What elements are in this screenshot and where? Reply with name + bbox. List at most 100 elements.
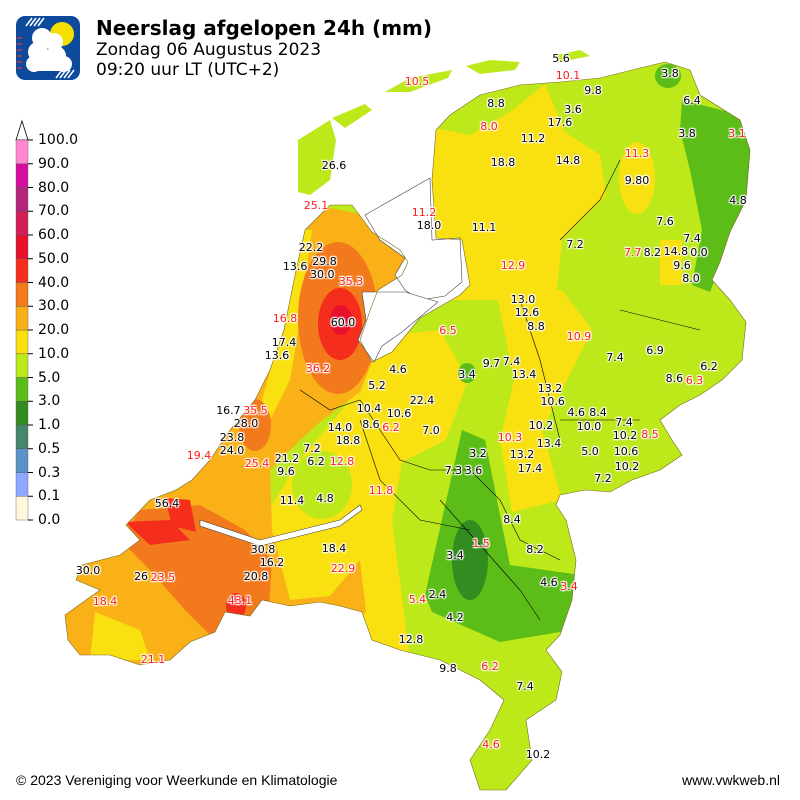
colorbar-tick-label: 40.0 [38,274,70,291]
station-value-label: 8.8 [487,96,505,110]
water-bodies [199,177,463,547]
province-borders [299,159,701,621]
station-value-label: 30.8 [250,542,276,556]
station-value-label: 6.5 [439,323,457,337]
station-value-label: 6.3 [685,373,704,387]
colorbar-tick-label: 100.0 [38,132,79,148]
station-value-label: 8.8 [527,319,545,333]
station-value-label: 7.6 [656,214,674,228]
station-value-label: 7.4 [502,355,521,369]
zone-40-50-delta [125,498,196,545]
colorbar-segment [15,329,29,354]
colorbar-tick-label: 30.0 [38,298,70,315]
station-value-label: 7.7 [624,245,642,259]
vwk-logo [16,16,80,80]
station-value-label: 4.6 [567,406,586,420]
zone-10-20-friesland [420,84,606,300]
colorbar-segment [15,258,29,283]
station-value-label: 13.4 [511,368,537,382]
station-value-label: 17.4 [517,461,543,475]
zone-40-50-bergen-op-zoom [226,593,246,619]
station-value-label: 4.8 [316,491,334,505]
colorbar-tick-label: 0.3 [38,464,61,481]
map-date: Zondag 06 Augustus 2023 [96,40,322,60]
station-value-label: 3.6 [464,463,483,477]
station-value-label: 11.2 [520,131,546,145]
copyright-text: © 2023 Vereniging voor Weerkunde en Klim… [16,772,338,788]
station-value-label: 3.4 [446,548,464,562]
colorbar-segment [15,496,29,521]
station-value-label: 14.0 [327,420,353,434]
colorbar-segment [15,163,29,188]
station-value-label: 35.3 [338,274,364,288]
zone-3-5-north [655,64,681,88]
colorbar-segment [15,282,29,307]
colorbar-tick-label: 3.0 [38,393,61,410]
station-value-label: 20.8 [243,569,269,583]
colorbar-tick-label: 60.0 [38,227,70,243]
colorbar-tick-label: 50.0 [38,250,70,267]
station-value-label: 5.6 [552,51,570,65]
station-value-label: 4.6 [389,362,407,376]
station-value-label: 8.5 [641,427,659,441]
station-value-label: 6.4 [683,93,701,107]
station-value-label: 22.2 [298,241,324,255]
station-value-label: 22.9 [330,561,356,575]
station-value-label: 10.5 [404,74,430,88]
station-value-label: 10.6 [613,444,639,458]
station-value-label: 12.8 [329,454,355,468]
zone-10-20-central [262,330,468,660]
station-value-label: 28.0 [233,417,259,431]
station-value-label: 4.6 [540,575,558,589]
station-value-label: 24.0 [219,444,245,458]
station-value-label: 18.4 [92,594,118,608]
station-value-label: 10.3 [497,430,523,444]
station-value-label: 7.2 [594,471,612,485]
station-value-label: 10.2 [614,459,640,473]
colorbar-segment [15,306,29,331]
colorbar-tick-label: 0.1 [38,488,61,505]
station-value-label: 21.2 [274,451,300,465]
zone-10-20-drenthe [619,142,655,214]
colorbar-tick-label: 70.0 [38,203,70,220]
station-value-label: 9.80 [624,173,650,187]
colorbar-segment [15,139,29,164]
station-value-label: 7.2 [303,441,321,455]
station-value-label: 2.4 [428,587,447,601]
station-value-label: 8.4 [503,512,521,526]
station-value-label: 7.4 [615,415,633,429]
website-link[interactable]: www.vwkweb.nl [681,772,780,788]
markermeer [357,291,439,363]
station-value-label: 4.2 [446,610,464,624]
colorbar-segment [15,448,29,473]
colorbar-tick-label: 90.0 [38,155,70,172]
colorbar-segment [15,353,29,378]
colorbar-segment [15,472,29,497]
station-value-label: 10.6 [386,407,412,421]
station-value-label: 11.3 [624,146,650,160]
station-value-label: 11.1 [471,220,497,234]
colorbar-tick-label: 10.0 [38,345,70,362]
map-time: 09:20 uur LT (UTC+2) [96,60,280,80]
station-value-label: 8.0 [480,119,498,133]
station-value-label: 13.6 [282,260,308,274]
colorbar-segment [15,234,29,259]
station-value-label: 7.4 [683,232,701,246]
station-value-label: 10.6 [540,395,565,409]
station-value-label: 13.0 [510,292,536,306]
station-value-label: 8.6 [665,371,684,385]
station-value-label: 3.1 [728,126,746,140]
station-value-label: 3.8 [661,66,679,80]
station-value-label: 14.8 [555,153,581,167]
station-value-label: 35.5 [243,404,268,418]
colorbar-tick-label: 20.0 [38,322,70,338]
station-value-label: 6.9 [646,343,664,357]
station-value-label: 3.4 [560,579,578,593]
colorbar-tick-label: 0.5 [38,440,61,457]
station-value-label: 43.1 [227,593,253,607]
colorbar-segment [15,187,29,212]
zone-10-20-twente [660,240,682,285]
station-value-label: 1.5 [472,536,490,550]
station-value-label: 19.4 [186,448,212,462]
